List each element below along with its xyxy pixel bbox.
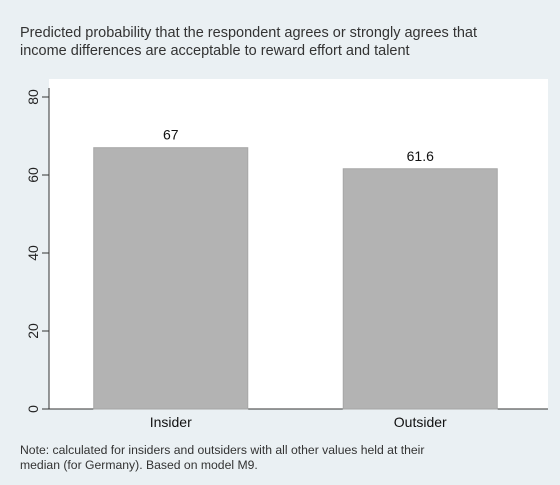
bar-value-labels: 67 61.6 (163, 127, 434, 164)
chart-title-line-2: income differences are acceptable to rew… (20, 43, 410, 59)
y-tick-label: 20 (25, 323, 41, 339)
chart-title-line-1: Predicted probability that the responden… (20, 25, 477, 41)
x-category-label: Insider (150, 414, 192, 430)
x-category-label: Outsider (394, 414, 447, 430)
y-tick-label: 40 (25, 245, 41, 261)
y-ticks: 0 20 40 60 80 (25, 89, 49, 413)
bar-value-label: 67 (163, 127, 179, 143)
y-tick-label: 80 (25, 89, 41, 105)
bars (93, 147, 498, 410)
y-tick-label: 0 (25, 405, 41, 413)
chart-note-line-2: median (for Germany). Based on model M9. (20, 458, 258, 472)
x-category-labels: Insider Outsider (150, 414, 447, 430)
bar-outsider (342, 168, 498, 410)
bar-insider (93, 147, 249, 410)
chart-note-line-1: Note: calculated for insiders and outsid… (20, 443, 424, 457)
bar-value-label: 61.6 (407, 148, 434, 164)
y-tick-label: 60 (25, 167, 41, 183)
